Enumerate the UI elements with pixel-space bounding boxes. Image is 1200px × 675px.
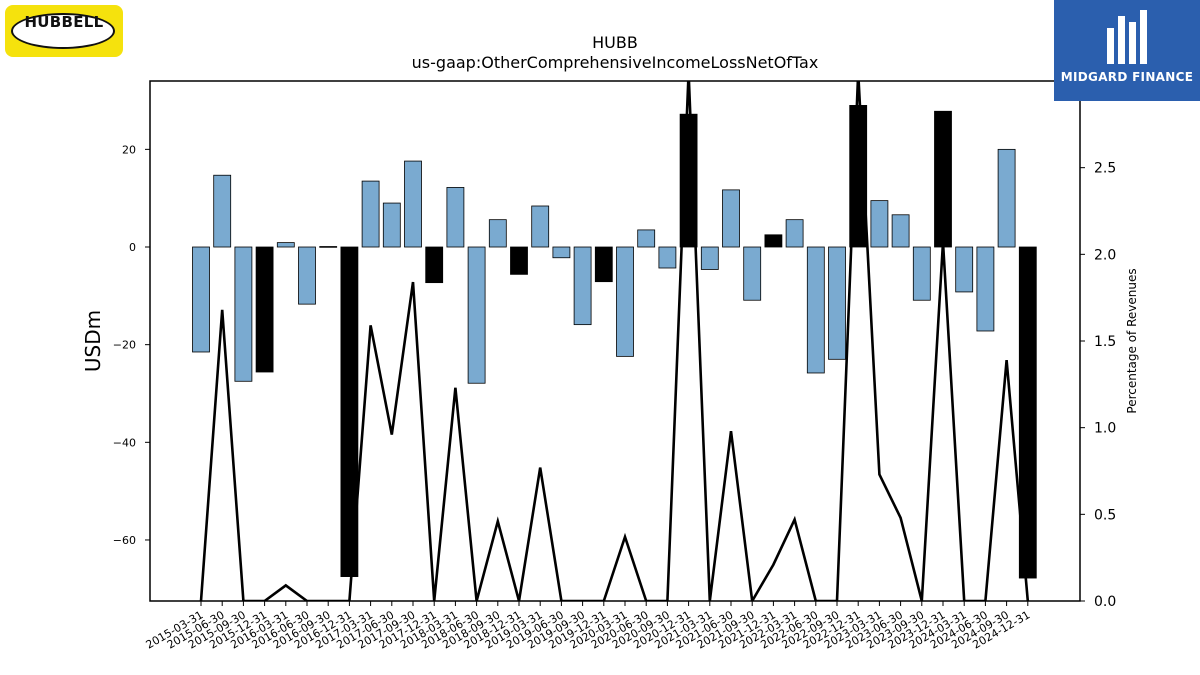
bar-2022-03-31	[785, 219, 804, 248]
bar-2017-12-31	[425, 246, 444, 284]
bar-2020-03-31	[616, 246, 634, 357]
bar-2021-03-31	[700, 246, 719, 270]
bar-2015-09-30	[234, 246, 253, 382]
y2-axis-label: Percentage of Revenues	[1125, 268, 1139, 413]
midgard-logo-mark-icon	[1107, 10, 1147, 64]
y2-tick-label: 0.0	[1094, 594, 1116, 610]
hubbell-logo-oval	[11, 13, 115, 49]
midgard-finance-logo: MIDGARD FINANCE	[1054, 0, 1200, 101]
chart-subtitle: us-gaap:OtherComprehensiveIncomeLossNetO…	[412, 53, 819, 72]
midgard-logo-text: MIDGARD FINANCE	[1060, 70, 1194, 84]
bar-2015-06-30	[213, 174, 232, 248]
y2-tick-label: 1.0	[1094, 421, 1116, 437]
bar-2020-06-30	[637, 229, 656, 248]
bar-2016-03-31	[276, 242, 295, 248]
y2-tick-label: 0.5	[1094, 507, 1116, 523]
y-tick-label: −20	[113, 339, 136, 352]
bar-2022-09-30	[828, 246, 846, 360]
bar-2017-06-30	[382, 202, 401, 248]
bar-2018-12-31	[510, 246, 528, 275]
bar-2021-09-30	[743, 246, 762, 301]
bar-2019-06-30	[552, 246, 571, 259]
bar-2019-03-31	[531, 205, 550, 248]
y-tick-label: −60	[113, 534, 136, 547]
bar-2019-09-30	[573, 246, 592, 326]
y-tick-label: 20	[122, 143, 136, 156]
axes: 200−20−40−600.00.51.01.52.02.53.02015-03…	[113, 74, 1116, 652]
y-tick-label: −40	[113, 436, 136, 449]
bar-2019-12-31	[594, 246, 613, 283]
pct-of-revenues-line	[199, 81, 1030, 601]
bar-2020-09-30	[658, 246, 677, 269]
hubbell-logo-text: HUBBELL	[24, 13, 104, 31]
bar-2023-06-30	[891, 214, 910, 248]
bar-2023-03-31	[870, 200, 889, 248]
y-tick-label: 0	[129, 241, 136, 254]
bar-2017-09-30	[404, 160, 422, 248]
bar-2016-09-30	[319, 246, 338, 248]
chart-title: HUBB	[592, 33, 638, 52]
bar-2021-12-31	[764, 234, 783, 248]
bar-2022-06-30	[806, 246, 825, 374]
y2-tick-label: 1.5	[1094, 334, 1116, 350]
y-axis-label: USDm	[81, 310, 105, 372]
y2-tick-label: 2.0	[1094, 247, 1116, 263]
bar-2024-12-31	[1018, 246, 1037, 579]
bar-2024-03-31	[955, 246, 974, 293]
bar-2018-06-30	[467, 246, 486, 384]
pct-line-series	[199, 81, 1030, 601]
bar-2018-03-31	[446, 187, 465, 248]
hubbell-logo: HUBBELL	[5, 5, 123, 57]
bar-2024-06-30	[976, 246, 995, 332]
bar-2015-03-31	[192, 246, 210, 353]
bar-2018-09-30	[488, 219, 507, 248]
bar-2015-12-31	[255, 246, 274, 373]
bar-series	[192, 105, 1037, 579]
y2-tick-label: 2.5	[1094, 161, 1116, 177]
bar-2021-06-30	[722, 189, 740, 248]
bar-2023-09-30	[912, 246, 931, 301]
bar-2017-03-31	[361, 180, 380, 248]
bar-2024-09-30	[997, 148, 1016, 248]
bar-2016-12-31	[340, 246, 359, 577]
bar-2023-12-31	[934, 110, 952, 248]
bar-2016-06-30	[298, 246, 316, 305]
